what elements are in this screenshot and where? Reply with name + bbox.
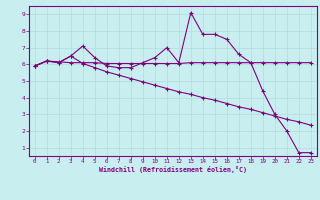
X-axis label: Windchill (Refroidissement éolien,°C): Windchill (Refroidissement éolien,°C) (99, 166, 247, 173)
